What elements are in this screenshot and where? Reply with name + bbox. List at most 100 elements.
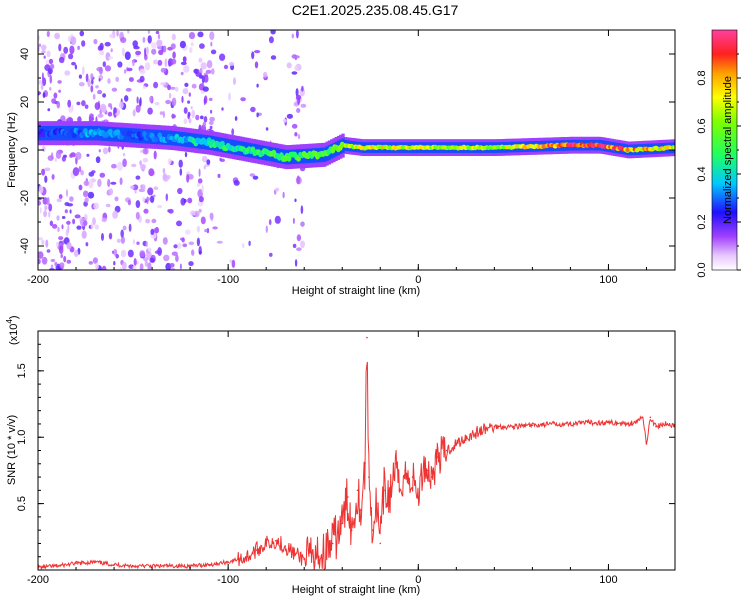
noise-speck: [132, 109, 136, 117]
noise-speck: [63, 154, 67, 158]
svg-text:(x104): (x104): [5, 315, 20, 345]
snr-point-60: [649, 416, 652, 419]
noise-speck: [107, 78, 111, 84]
noise-speck: [231, 259, 236, 268]
noise-speck: [217, 173, 221, 178]
noise-speck: [204, 229, 208, 233]
noise-speck: [300, 205, 304, 215]
noise-speck: [51, 98, 57, 104]
noise-speck: [56, 215, 60, 221]
colorbar-strip: [711, 29, 738, 271]
noise-speck: [153, 186, 159, 190]
noise-speck: [100, 103, 107, 113]
noise-speck: [270, 55, 277, 60]
noise-speck: [296, 175, 300, 185]
noise-speck: [147, 35, 152, 44]
noise-speck: [169, 263, 175, 268]
snr-point-26: [364, 463, 366, 465]
noise-speck: [188, 31, 196, 40]
noise-speck: [132, 265, 137, 270]
noise-speck: [153, 81, 159, 89]
noise-speck: [69, 209, 72, 214]
noise-speck: [38, 43, 42, 47]
exponent-base: (x10: [8, 324, 20, 345]
snr-point-62: [664, 423, 667, 425]
noise-speck: [157, 33, 161, 40]
noise-speck: [206, 59, 213, 69]
noise-speck: [163, 254, 170, 262]
noise-speck: [38, 185, 44, 194]
noise-speck: [79, 30, 85, 37]
noise-speck: [120, 249, 127, 258]
snr-point-3: [94, 561, 96, 563]
snr-point-21: [341, 522, 344, 525]
snr-point-56: [626, 423, 629, 425]
ridge-point-11: [492, 145, 497, 150]
noise-speck: [186, 173, 190, 183]
ridge-point-4: [207, 140, 212, 145]
noise-speck: [120, 229, 124, 238]
noise-speck: [121, 47, 125, 57]
noise-speck: [174, 86, 179, 92]
noise-speck: [139, 75, 145, 83]
noise-speck: [183, 56, 187, 64]
ridge-point-2: [131, 133, 136, 138]
snr-point-19: [322, 553, 325, 555]
snr-point-38: [411, 476, 414, 478]
bottom-x-tick-label: 0: [415, 574, 421, 586]
snr-point-18: [312, 561, 315, 563]
noise-speck: [92, 217, 96, 226]
snr-point-1: [56, 565, 58, 567]
noise-speck: [160, 67, 167, 73]
noise-speck: [292, 217, 295, 224]
noise-speck: [49, 63, 55, 70]
noise-speck: [196, 225, 200, 233]
noise-speck: [150, 228, 155, 235]
snr-point-7: [170, 565, 172, 567]
noise-speck: [128, 77, 134, 82]
snr-point-16: [293, 553, 296, 555]
noise-speck: [51, 174, 55, 180]
noise-speck: [38, 251, 44, 259]
noise-speck: [203, 165, 206, 170]
noise-speck: [104, 41, 111, 47]
snr-point-43: [436, 456, 439, 458]
noise-speck: [269, 252, 273, 257]
noise-speck: [212, 226, 218, 230]
noise-speck: [274, 215, 281, 224]
noise-speck: [76, 101, 81, 106]
noise-speck: [135, 175, 141, 180]
noise-speck: [99, 42, 104, 51]
noise-speck: [296, 247, 302, 251]
noise-speck: [189, 47, 193, 54]
noise-speck: [92, 93, 96, 100]
noise-speck: [156, 39, 163, 47]
snr-point-34: [394, 463, 397, 465]
ridge-point-10: [416, 145, 421, 150]
noise-speck: [44, 167, 51, 172]
noise-speck: [256, 83, 259, 88]
noise-speck: [44, 205, 48, 211]
noise-speck: [153, 150, 157, 160]
noise-speck: [140, 163, 146, 170]
noise-speck: [155, 30, 160, 35]
noise-speck: [72, 218, 76, 225]
noise-speck: [203, 74, 209, 83]
snr-point-2: [75, 562, 77, 565]
snr-trace: [38, 361, 675, 570]
noise-speck: [282, 191, 285, 199]
bottom-x-tick-label: -100: [217, 574, 239, 586]
noise-speck: [45, 239, 49, 248]
ridge-point-6: [283, 155, 288, 160]
noise-speck: [84, 197, 89, 203]
snr-point-55: [607, 421, 610, 424]
noise-speck: [78, 74, 82, 79]
noise-speck: [42, 145, 46, 152]
noise-speck: [70, 36, 77, 46]
ridge-point-8: [340, 143, 345, 148]
noise-speck: [296, 234, 302, 242]
noise-speck: [191, 83, 197, 89]
noise-speck: [135, 50, 142, 56]
top-x-axis-label: Height of straight line (km): [292, 285, 420, 297]
noise-speck: [111, 250, 115, 254]
